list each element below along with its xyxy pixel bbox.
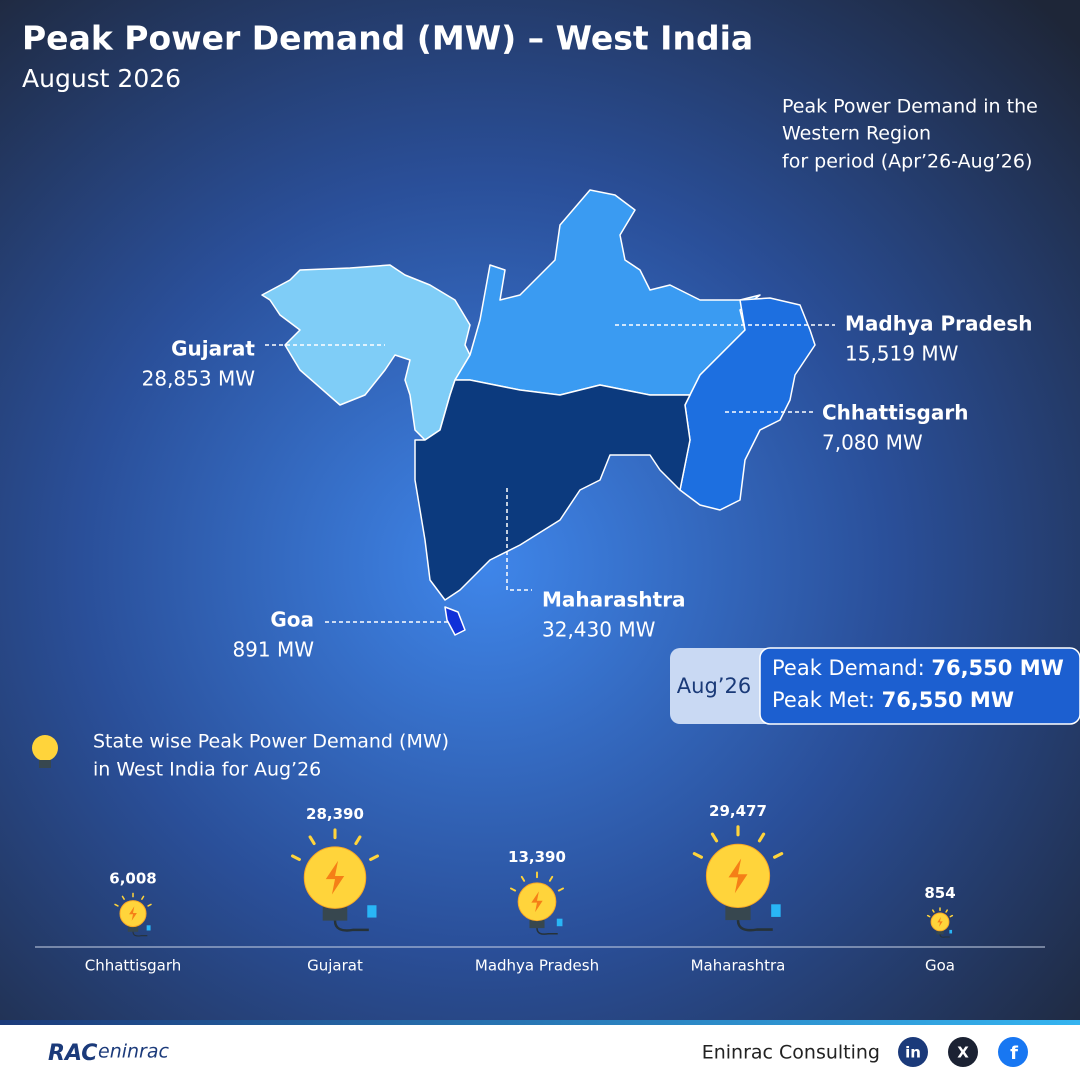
bulb-bolt [937, 916, 943, 927]
leader [506, 488, 532, 591]
bulb-bolt [531, 891, 543, 913]
state-value: 32,430 MW [542, 618, 656, 642]
bulb-cord [536, 928, 558, 935]
bulb-plug [771, 904, 781, 917]
bulb-base [529, 917, 545, 929]
state-name: Gujarat [171, 337, 255, 361]
bulb-base [127, 924, 139, 932]
bulb-ray [710, 832, 719, 843]
chhattisgarh-shape [679, 297, 816, 511]
bulb-ray [926, 914, 931, 918]
bulb-ray [291, 854, 301, 862]
bulb-plug [146, 925, 151, 931]
x-label: X [957, 1044, 969, 1062]
category-label: Maharashtra [691, 957, 786, 975]
company-name: Eninrac Consulting [702, 1042, 880, 1064]
demand-label: Peak Demand: [772, 656, 925, 680]
bulb-base [936, 929, 944, 935]
summary-panel [759, 647, 1080, 725]
map: Gujarat 28,853 MW Madhya Pradesh 15,519 … [142, 189, 1033, 662]
bulb-ray [354, 835, 362, 846]
linkedin-label: in [905, 1044, 921, 1062]
bulb-ray [510, 887, 517, 892]
state-name: Madhya Pradesh [845, 312, 1033, 336]
category-label: Chhattisgarh [85, 957, 182, 975]
bulb-ray [520, 875, 526, 882]
bulb-ray [945, 909, 948, 913]
logo: RAC [48, 1041, 97, 1066]
bulb-ray [121, 895, 125, 900]
state-name: Chhattisgarh [822, 401, 968, 425]
goa-shape [444, 606, 466, 636]
summary-text: Peak Met: 76,550 MW [772, 688, 1014, 712]
category-label: Goa [925, 957, 955, 975]
bulb-ray [369, 854, 379, 862]
chart-heading: State wise Peak Power Demand (MW) in Wes… [32, 731, 449, 781]
icon [32, 735, 58, 761]
title: Peak Power Demand (MW) – West India [22, 19, 753, 58]
bulb-ray [932, 909, 935, 913]
bulb-plug [367, 905, 377, 918]
category-label: Gujarat [307, 957, 363, 975]
met-value: 76,550 MW [882, 688, 1014, 712]
footer-band [0, 1020, 1080, 1025]
bulb-cord [939, 934, 950, 938]
value-label: 854 [924, 884, 955, 902]
bulb-plug [949, 929, 953, 934]
bulb-cord [132, 931, 148, 937]
bulb-chart: 6,008 Chhattisgarh 28,390 Gujarat 13,390 Madh… [85, 802, 956, 975]
icon [39, 760, 51, 768]
chart-title: State wise Peak Power Demand (MW) [93, 731, 449, 753]
state-value: 28,853 MW [142, 367, 256, 391]
met-label: Peak Met: [772, 688, 875, 712]
state-value: 7,080 MW [822, 431, 923, 455]
bulb-bolt [325, 860, 345, 895]
maharashtra-shape [414, 379, 691, 601]
state-value: 891 MW [232, 638, 314, 662]
summary-text: Peak Demand: 76,550 MW [772, 656, 1064, 680]
state-name: Maharashtra [542, 588, 686, 612]
bulb-cord [333, 920, 369, 932]
note: for period (Apr’26-Aug’26) [782, 151, 1032, 173]
note: Western Region [782, 123, 931, 145]
facebook-label: f [1010, 1043, 1018, 1064]
bulb-ray [757, 832, 766, 843]
bulb-bolt [728, 858, 748, 894]
bulb-ray [949, 914, 954, 918]
chart-title: in West India for Aug’26 [93, 759, 321, 781]
bulb-plug [556, 918, 563, 927]
bulb-ray [114, 903, 119, 907]
subtitle: August 2026 [22, 64, 181, 93]
demand-value: 76,550 MW [931, 656, 1063, 680]
bulb-ray [308, 835, 316, 846]
x-link[interactable] [948, 1037, 978, 1067]
value-label: 28,390 [306, 805, 364, 823]
bulb-ray [548, 875, 554, 882]
bulb-ray [773, 852, 784, 859]
bulb-ray [141, 895, 145, 900]
bulb-ray [692, 852, 703, 859]
state-value: 15,519 MW [845, 342, 959, 366]
summary-period: Aug’26 [677, 674, 751, 698]
value-label: 29,477 [709, 802, 767, 820]
value-label: 6,008 [109, 869, 156, 887]
logo: eninrac [98, 1041, 170, 1063]
linkedin[interactable] [898, 1037, 928, 1067]
summary-box: Aug’26 Peak Demand: 76,550 MW Peak Met: … [670, 647, 1080, 725]
facebook[interactable] [998, 1037, 1028, 1067]
bulb-bolt [129, 906, 137, 921]
bulb-ray [147, 903, 152, 907]
value-label: 13,390 [508, 848, 566, 866]
note: Peak Power Demand in the [782, 96, 1038, 118]
bulb-ray [557, 887, 564, 892]
bulb-cord [736, 919, 773, 932]
state-name: Goa [270, 608, 314, 632]
category-label: Madhya Pradesh [475, 957, 599, 975]
